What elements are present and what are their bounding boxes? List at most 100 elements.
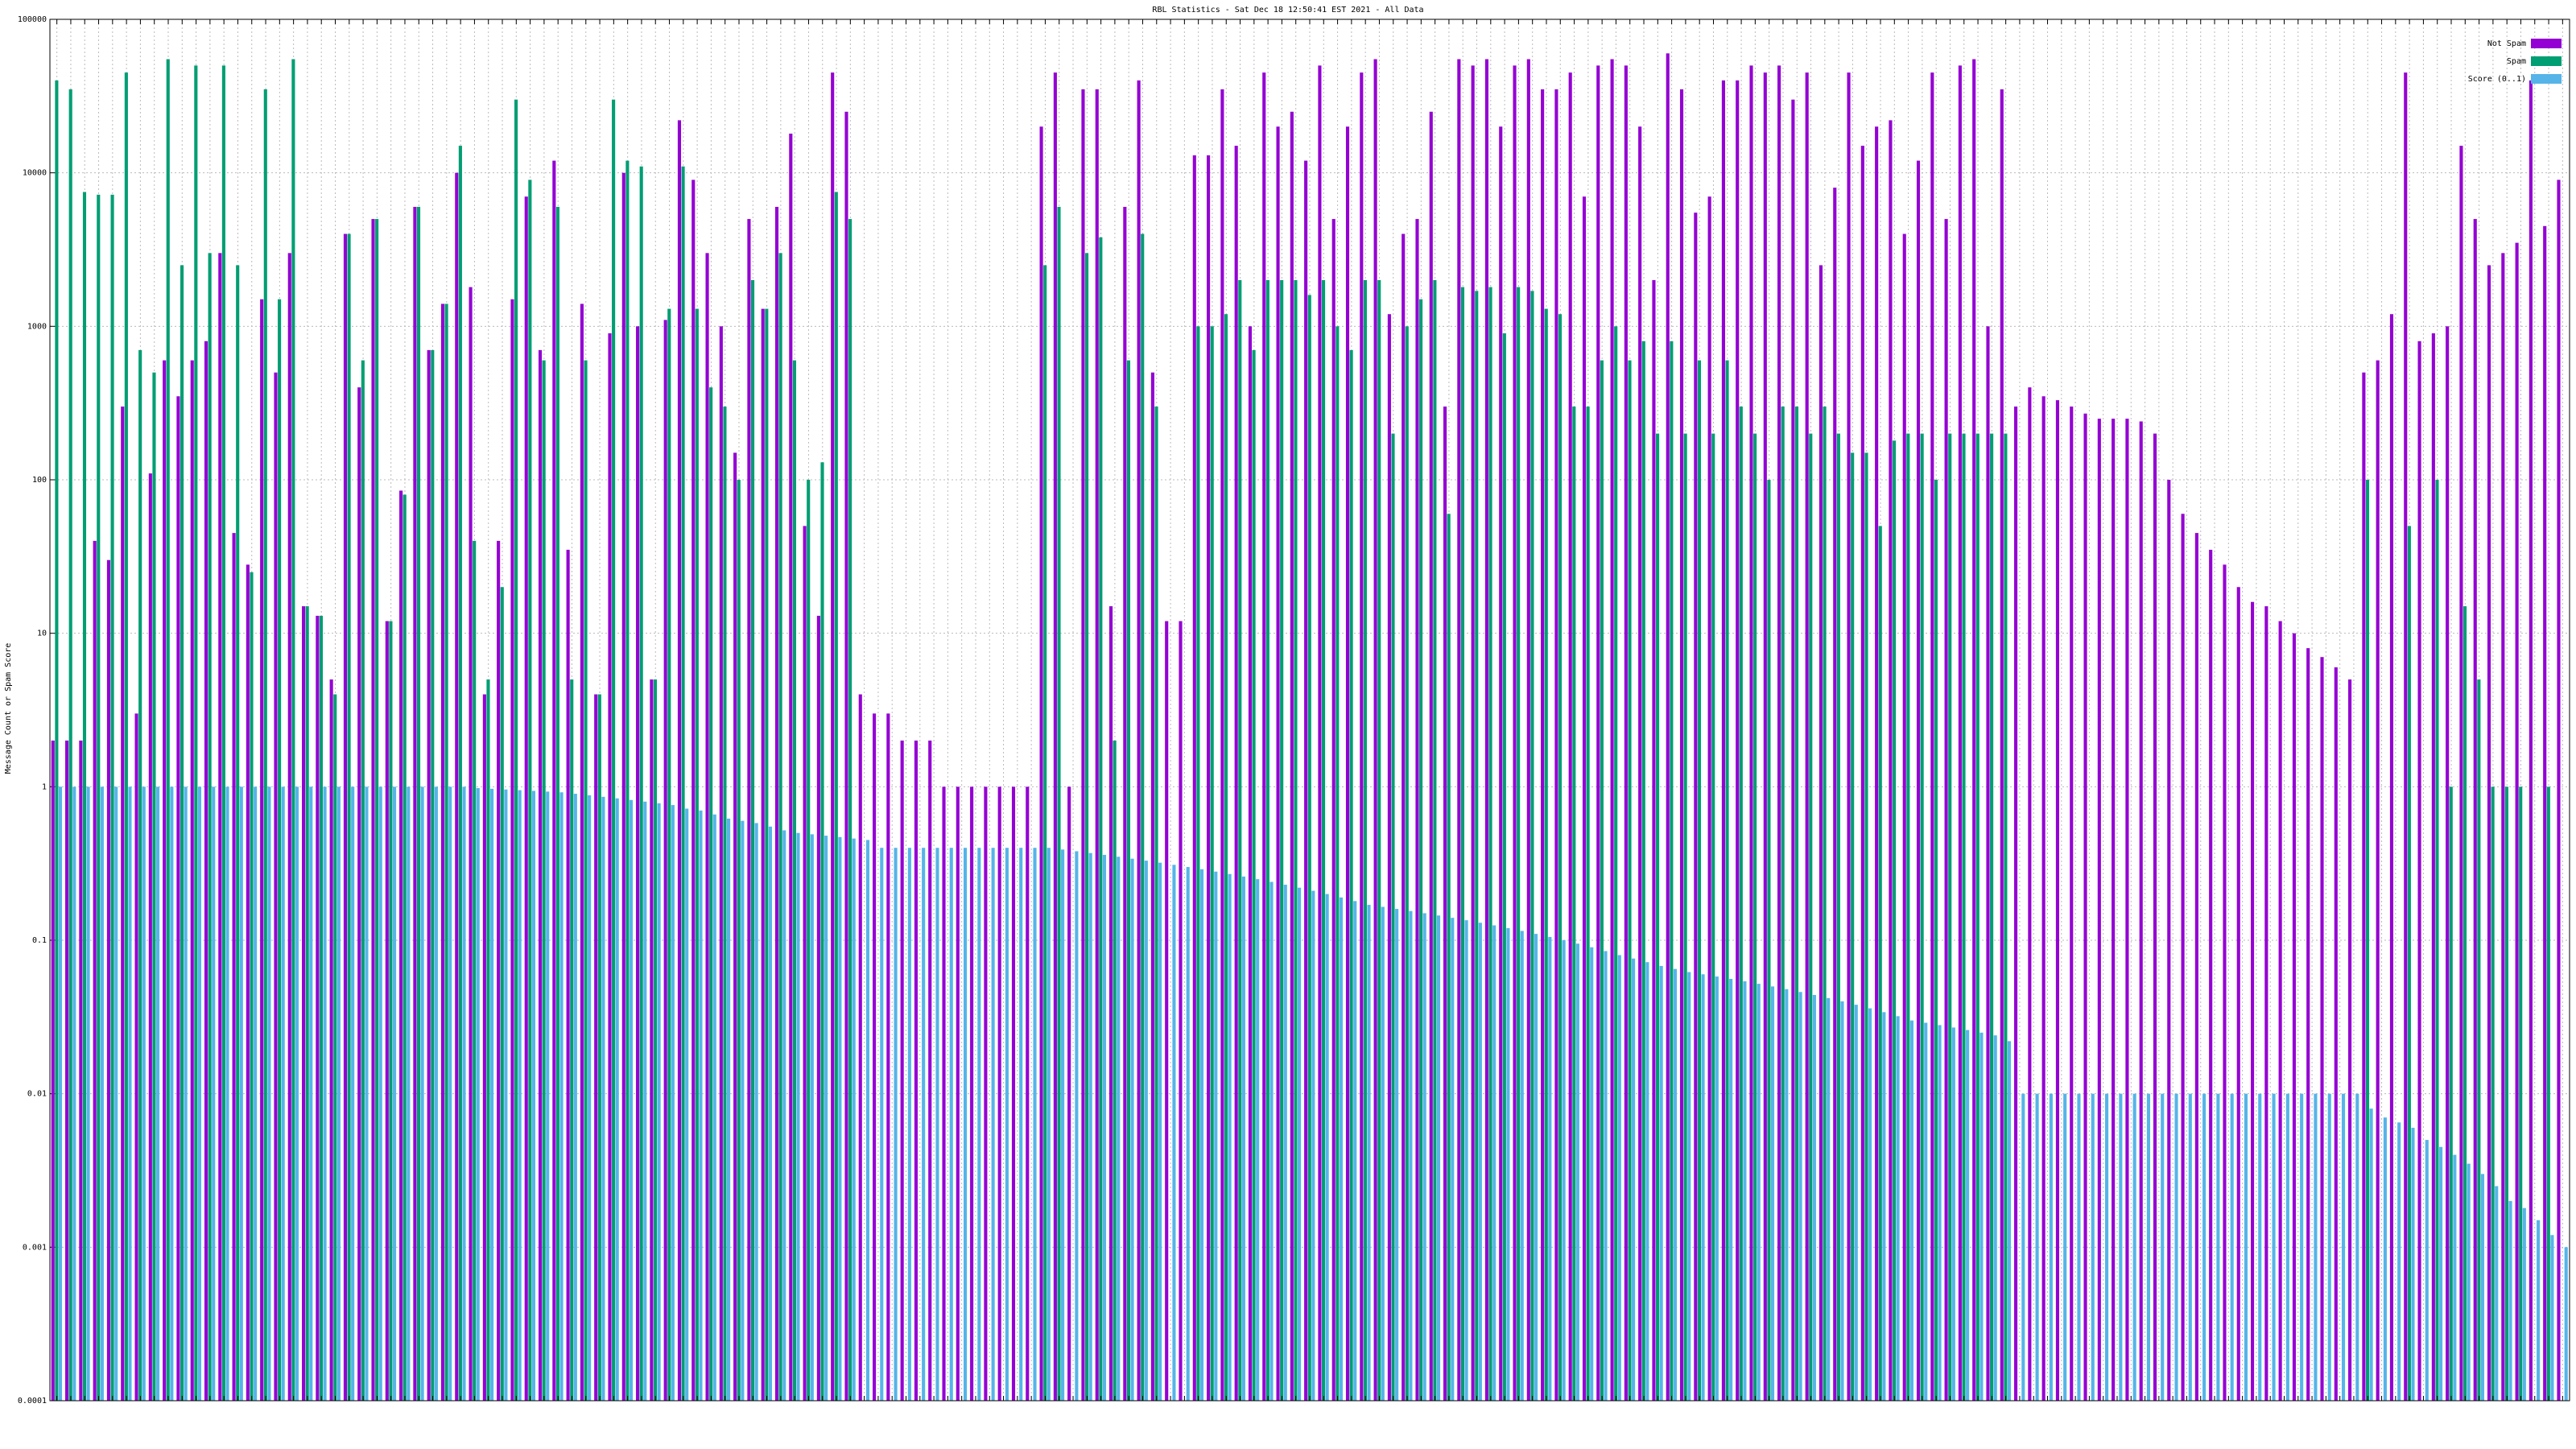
bar xyxy=(1670,341,1674,1402)
bar xyxy=(1530,291,1534,1401)
bar xyxy=(2139,421,2143,1402)
legend-swatch xyxy=(2531,39,2562,48)
bar xyxy=(128,786,132,1401)
bar xyxy=(1526,59,1530,1402)
bar xyxy=(865,840,870,1401)
bar xyxy=(1770,986,1775,1401)
bar xyxy=(2174,1093,2178,1401)
bar xyxy=(1641,341,1645,1402)
bar xyxy=(831,72,835,1401)
bar xyxy=(1882,1012,1886,1401)
bar xyxy=(880,848,884,1401)
bar xyxy=(2334,667,2338,1401)
bar xyxy=(792,360,796,1401)
bar xyxy=(1331,219,1335,1402)
bar xyxy=(1210,326,1214,1401)
bar xyxy=(1061,849,1065,1401)
bar xyxy=(1039,126,1043,1402)
bar xyxy=(1053,72,1057,1401)
bar xyxy=(1990,433,1994,1401)
bar xyxy=(1234,146,1238,1402)
bar xyxy=(1484,59,1489,1402)
bar xyxy=(482,694,486,1401)
bar xyxy=(278,299,282,1402)
bar xyxy=(2258,1093,2262,1401)
bar xyxy=(392,786,397,1401)
bar xyxy=(608,333,612,1402)
bar xyxy=(1373,59,1377,1402)
bar xyxy=(1353,901,1357,1401)
bar xyxy=(1944,219,1948,1402)
bar xyxy=(1345,126,1350,1402)
bar xyxy=(329,679,333,1401)
bar xyxy=(444,303,448,1402)
bar xyxy=(1141,233,1145,1402)
bar xyxy=(497,540,501,1401)
bar xyxy=(1436,915,1441,1401)
bar xyxy=(1575,943,1579,1401)
bar xyxy=(2491,786,2495,1401)
bar xyxy=(1993,1035,1997,1401)
bar xyxy=(1721,80,1725,1401)
bar xyxy=(1951,1027,1955,1401)
bar xyxy=(2564,1247,2568,1401)
bar xyxy=(681,166,685,1402)
bar xyxy=(2250,601,2255,1401)
bar xyxy=(1544,308,1548,1401)
bar xyxy=(176,396,180,1401)
y-tick-label: 0.1 xyxy=(32,936,47,945)
bar xyxy=(1402,233,1406,1402)
bar xyxy=(1290,111,1294,1402)
bar xyxy=(2007,1041,2012,1401)
bar xyxy=(621,172,625,1402)
bar xyxy=(212,786,216,1401)
bar xyxy=(500,587,504,1401)
bar xyxy=(361,360,365,1401)
bar xyxy=(2504,786,2508,1401)
bar xyxy=(1729,979,1733,1401)
bar xyxy=(2522,1208,2526,1401)
bar xyxy=(2487,265,2491,1401)
bar xyxy=(1165,621,1169,1401)
bar xyxy=(1617,955,1621,1401)
bar xyxy=(750,279,755,1401)
bar xyxy=(1652,279,1656,1401)
bar xyxy=(984,786,988,1401)
bar xyxy=(316,615,320,1401)
bar xyxy=(942,786,946,1401)
bar xyxy=(490,788,494,1401)
bar xyxy=(65,740,69,1401)
bar xyxy=(789,133,793,1401)
bar xyxy=(2397,1122,2401,1401)
bar xyxy=(218,253,222,1402)
bar xyxy=(197,786,201,1401)
y-tick-label: 1 xyxy=(42,782,47,791)
bar xyxy=(1586,407,1590,1402)
bar xyxy=(274,372,278,1401)
bar xyxy=(650,679,654,1401)
bar xyxy=(2300,1093,2304,1401)
bar xyxy=(1836,433,1840,1401)
bar xyxy=(922,848,926,1401)
bar xyxy=(1033,848,1037,1401)
bar xyxy=(504,789,508,1401)
bar xyxy=(2320,657,2324,1401)
bar xyxy=(636,326,640,1401)
bar xyxy=(121,407,125,1402)
bar xyxy=(1464,920,1468,1401)
bar xyxy=(1805,72,1809,1401)
bar xyxy=(1422,913,1426,1401)
bar xyxy=(997,786,1001,1401)
bar xyxy=(1196,326,1200,1401)
bar xyxy=(152,372,156,1401)
bar xyxy=(106,559,111,1401)
bar xyxy=(1192,155,1196,1402)
bar xyxy=(1596,65,1600,1402)
bar xyxy=(2439,1146,2443,1401)
bar xyxy=(309,786,313,1401)
y-tick-label: 10 xyxy=(37,630,47,638)
bar xyxy=(427,349,431,1402)
bar xyxy=(1113,740,1117,1401)
bar xyxy=(1972,59,1976,1402)
